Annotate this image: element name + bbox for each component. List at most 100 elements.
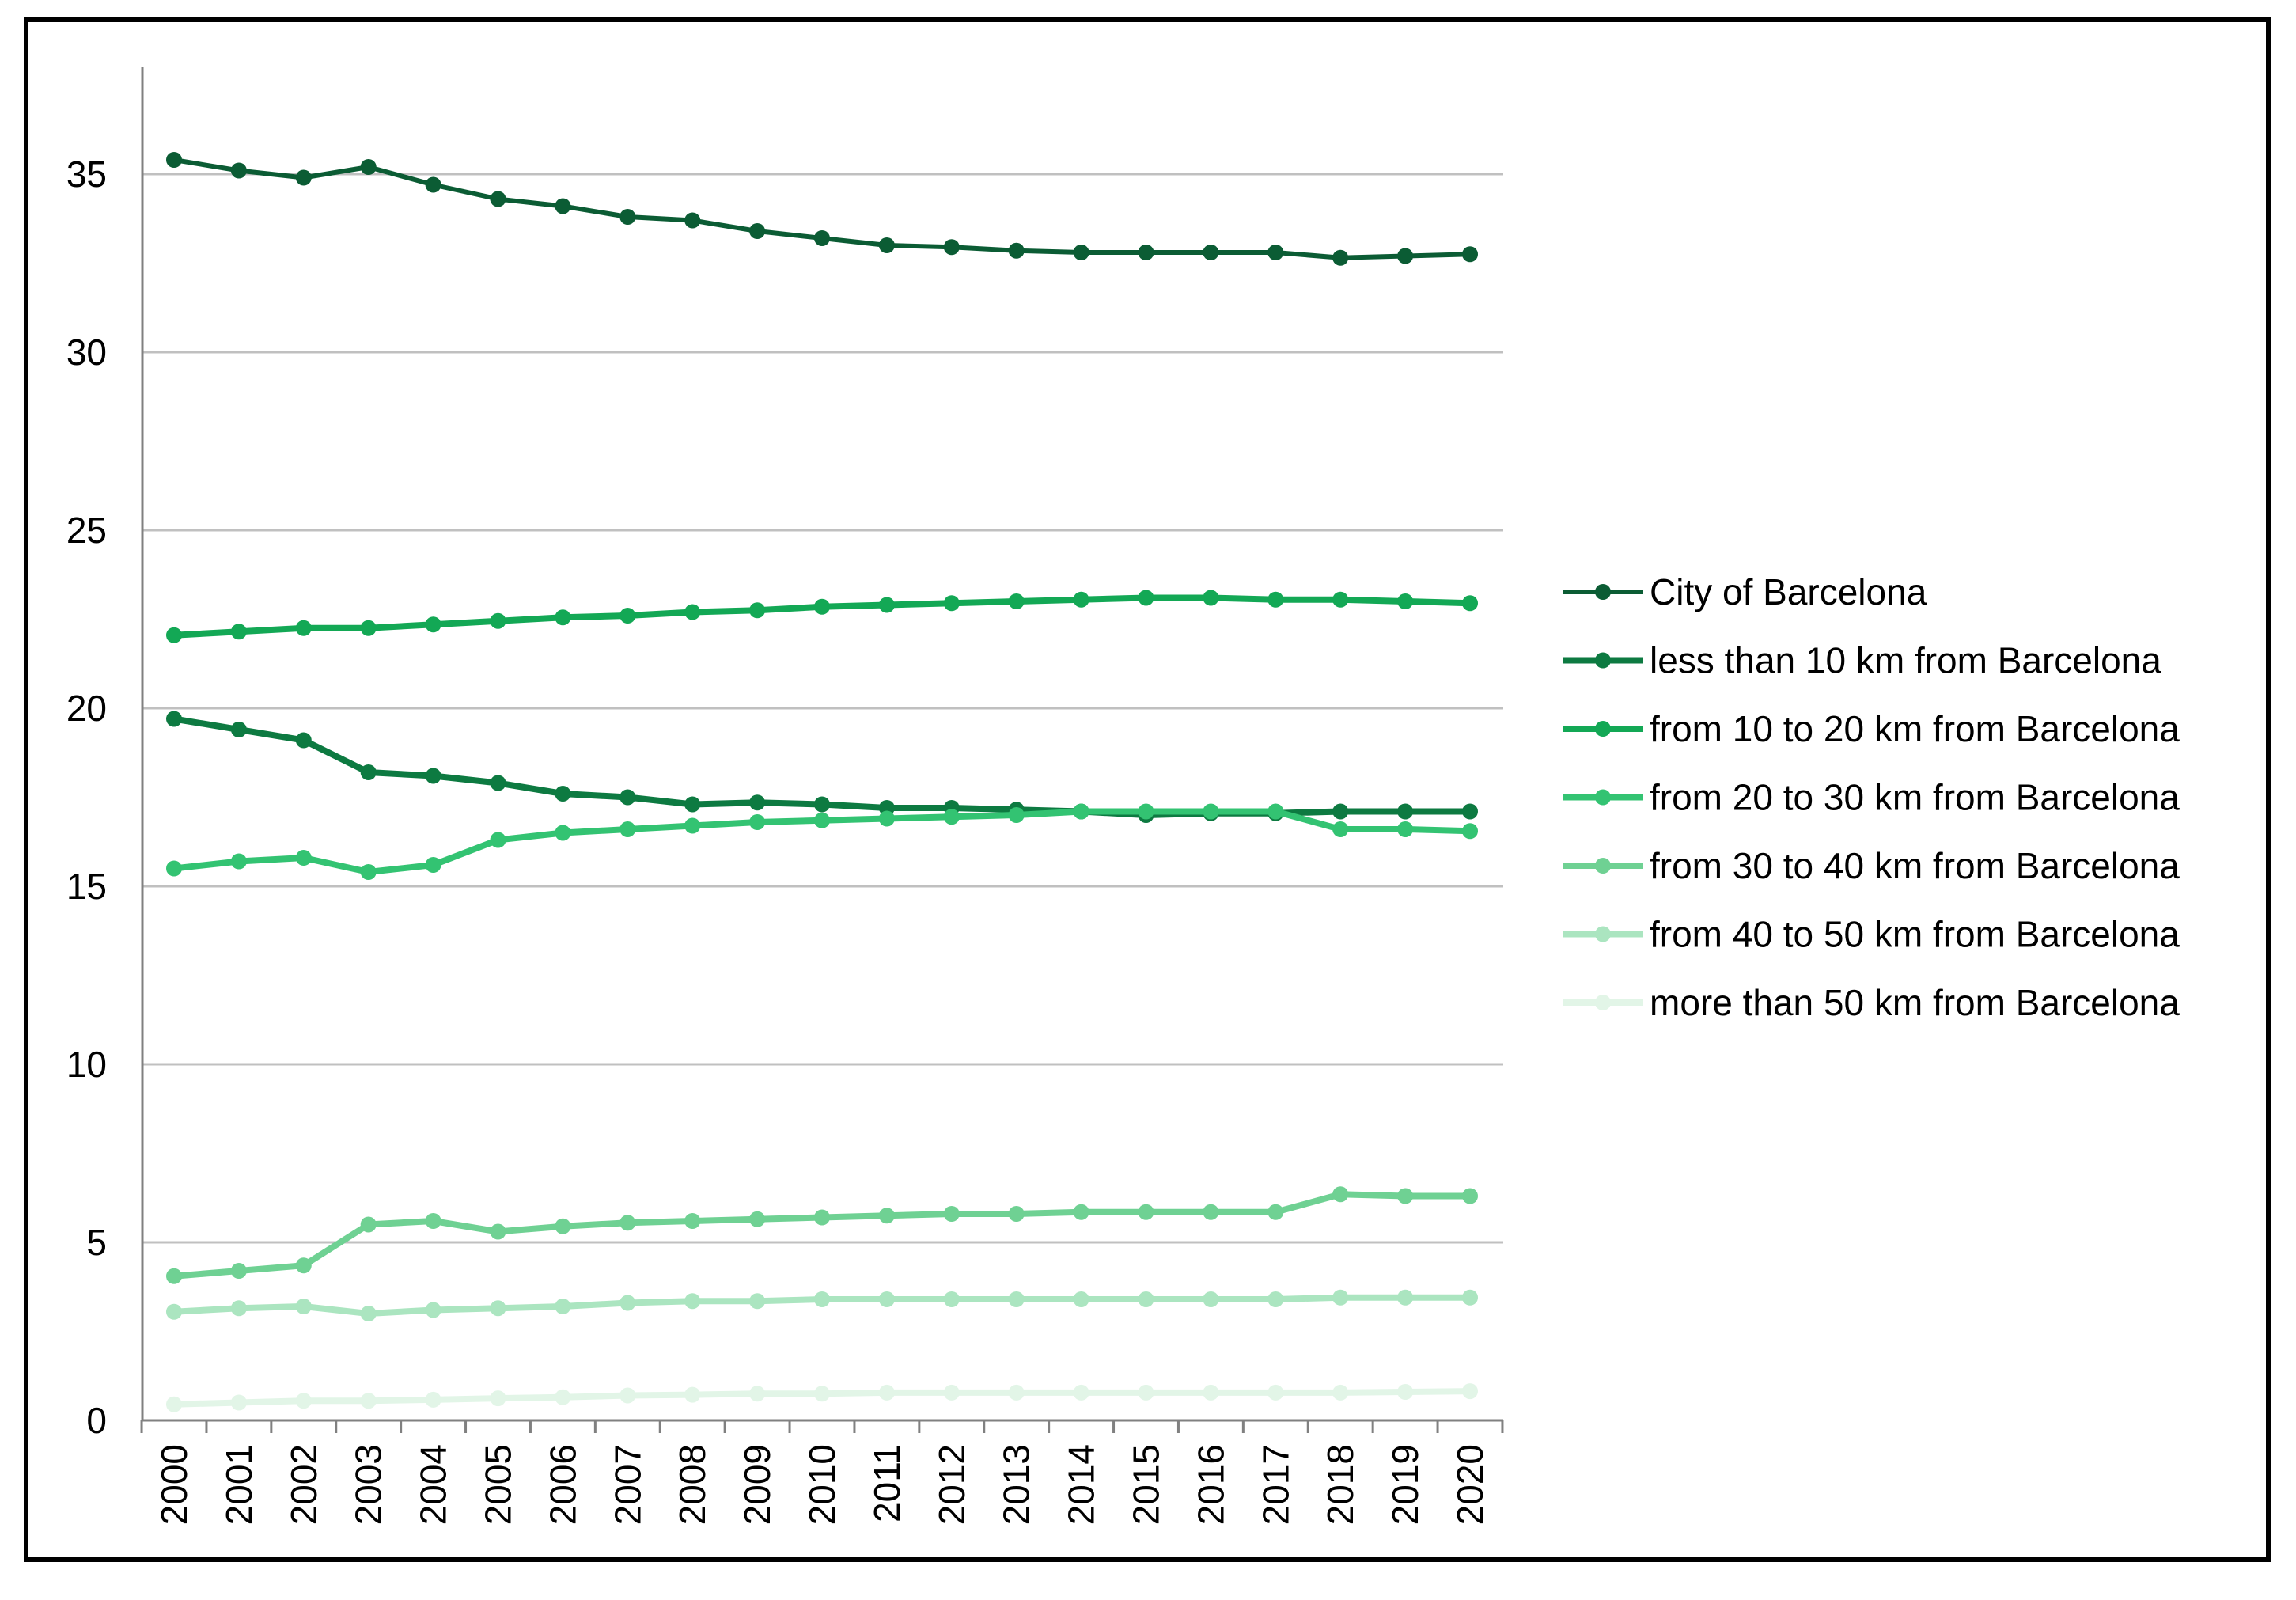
data-point-2-2007	[619, 608, 636, 624]
x-tick-label-2014: 2014	[1061, 1444, 1102, 1525]
data-point-2-2000	[166, 627, 182, 643]
data-point-5-2009	[749, 1293, 766, 1310]
data-point-5-2013	[1008, 1291, 1025, 1307]
data-point-3-2009	[749, 814, 766, 830]
data-point-6-2005	[490, 1390, 506, 1407]
data-point-0-2010	[814, 230, 830, 246]
data-point-6-2019	[1397, 1384, 1414, 1400]
data-point-5-2007	[619, 1295, 636, 1311]
data-point-6-2003	[360, 1393, 377, 1409]
data-point-6-2008	[684, 1386, 701, 1403]
data-point-2-2019	[1397, 593, 1414, 609]
data-point-3-2000	[166, 860, 182, 877]
x-tick-label-2011: 2011	[866, 1444, 907, 1522]
grid-lines	[142, 173, 1503, 1244]
data-point-6-2001	[230, 1394, 247, 1411]
data-point-4-2011	[878, 1208, 895, 1224]
x-tick-label-2010: 2010	[801, 1444, 843, 1525]
legend-entry-2: from 10 to 20 km from Barcelona	[1563, 708, 2180, 749]
data-point-2-2002	[295, 620, 312, 636]
data-point-6-2010	[814, 1386, 830, 1402]
data-point-6-2017	[1267, 1384, 1284, 1401]
data-point-2-2003	[360, 620, 377, 636]
data-point-3-2014	[1073, 803, 1089, 820]
data-point-4-2001	[230, 1263, 247, 1279]
data-point-4-2005	[490, 1223, 506, 1240]
data-point-6-2012	[943, 1384, 960, 1401]
x-tick-label-2017: 2017	[1255, 1444, 1296, 1525]
legend-label-5: from 40 to 50 km from Barcelona	[1650, 914, 2180, 955]
data-point-0-2003	[360, 159, 377, 175]
data-point-2-2008	[684, 604, 701, 620]
data-point-5-2004	[425, 1302, 441, 1318]
series-5	[166, 1289, 1478, 1321]
data-point-4-2015	[1138, 1204, 1154, 1220]
data-point-5-2012	[943, 1291, 960, 1307]
series-lines	[166, 152, 1478, 1412]
data-point-4-2018	[1332, 1186, 1349, 1203]
data-point-6-2002	[295, 1393, 312, 1409]
data-point-3-2016	[1203, 803, 1219, 820]
x-tick-label-2002: 2002	[283, 1444, 324, 1525]
data-point-4-2003	[360, 1216, 377, 1233]
legend-swatch-marker	[1595, 789, 1611, 806]
data-point-1-2009	[749, 794, 766, 811]
data-point-1-2008	[684, 796, 701, 813]
data-point-4-2013	[1008, 1206, 1025, 1222]
data-point-3-2013	[1008, 807, 1025, 823]
data-point-4-2007	[619, 1215, 636, 1231]
data-point-1-2003	[360, 764, 377, 780]
legend-label-0: City of Barcelona	[1650, 571, 1927, 612]
data-point-5-2016	[1203, 1291, 1219, 1307]
data-point-2-2014	[1073, 591, 1089, 608]
data-point-1-2001	[230, 722, 247, 737]
y-tick-label-20: 20	[66, 688, 107, 729]
data-point-4-2010	[814, 1209, 830, 1226]
data-point-3-2017	[1267, 803, 1284, 820]
y-tick-label-5: 5	[86, 1222, 107, 1263]
data-point-0-2017	[1267, 245, 1284, 260]
data-point-2-2005	[490, 612, 506, 629]
data-point-1-2000	[166, 711, 182, 727]
data-point-4-2006	[555, 1218, 571, 1234]
data-point-6-2000	[166, 1396, 182, 1412]
data-point-4-2004	[425, 1213, 441, 1229]
legend-entry-4: from 30 to 40 km from Barcelona	[1563, 845, 2180, 886]
data-point-2-2009	[749, 602, 766, 619]
axes: 0 5 10 15 20 25 30 35 2000 2001 2002 2003 2004 2005 20…	[66, 67, 1504, 1525]
data-point-0-2012	[943, 239, 960, 256]
legend: City of Barcelona less than 10 km from Ba…	[1563, 571, 2180, 1023]
data-point-0-2015	[1138, 245, 1154, 260]
x-tick-label-2007: 2007	[607, 1444, 648, 1525]
data-point-5-2020	[1462, 1289, 1478, 1306]
y-tick-label-10: 10	[66, 1044, 107, 1085]
legend-swatch-marker	[1595, 721, 1611, 737]
data-point-6-2020	[1462, 1383, 1478, 1400]
data-point-5-2000	[166, 1303, 182, 1320]
data-point-1-2020	[1462, 803, 1478, 820]
data-point-0-2005	[490, 191, 506, 207]
data-point-2-2017	[1267, 591, 1284, 608]
data-point-0-2001	[230, 162, 247, 179]
legend-swatch-marker	[1595, 652, 1611, 669]
data-point-2-2012	[943, 595, 960, 612]
y-tick-label-30: 30	[66, 332, 107, 373]
data-point-2-2001	[230, 624, 247, 640]
data-point-1-2005	[490, 775, 506, 791]
data-point-3-2007	[619, 821, 636, 837]
data-point-4-2016	[1203, 1204, 1219, 1220]
data-point-6-2015	[1138, 1384, 1154, 1401]
data-point-2-2013	[1008, 593, 1025, 609]
series-2	[166, 590, 1478, 643]
legend-label-4: from 30 to 40 km from Barcelona	[1650, 845, 2180, 886]
data-point-1-2019	[1397, 803, 1414, 820]
data-point-4-2017	[1267, 1204, 1284, 1220]
data-point-3-2015	[1138, 803, 1154, 820]
data-point-3-2003	[360, 864, 377, 880]
data-point-0-2014	[1073, 245, 1089, 260]
data-point-3-2020	[1462, 823, 1478, 840]
data-point-5-2006	[555, 1299, 571, 1314]
legend-label-6: more than 50 km from Barcelona	[1650, 982, 2180, 1023]
data-point-1-2004	[425, 768, 441, 784]
data-point-6-2013	[1008, 1384, 1025, 1401]
